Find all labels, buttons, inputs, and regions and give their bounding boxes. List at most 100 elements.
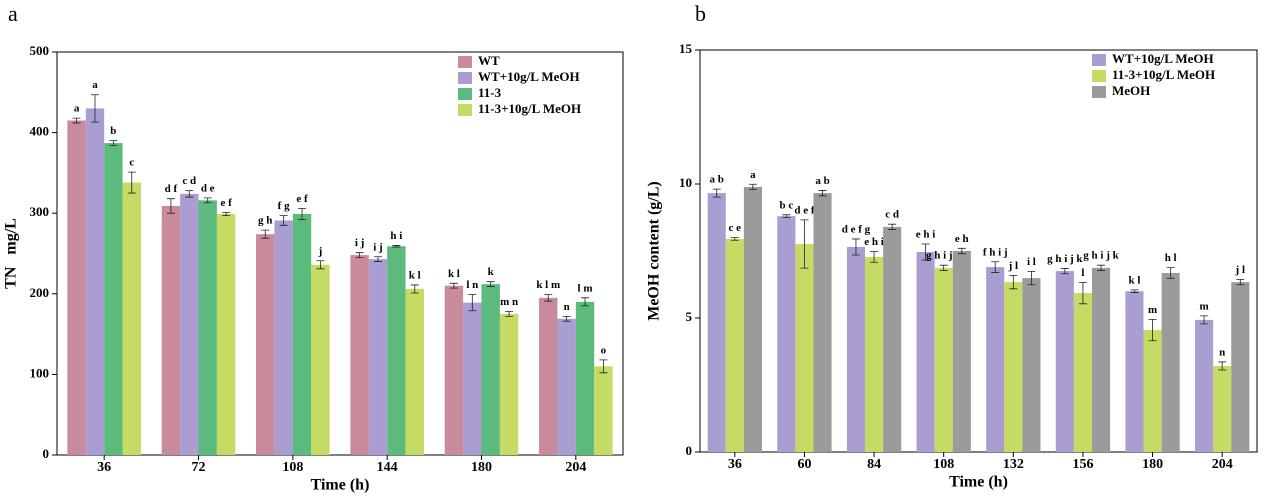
error-bar [1130,289,1139,293]
x-tick-label: 132 [1003,457,1024,472]
error-bar [818,190,827,197]
error-bar [185,190,194,198]
bar [539,297,558,455]
x-tick-label: 204 [565,460,586,475]
significance-label: d e [201,182,215,194]
legend-label: 11-3+10g/L MeOH [1112,67,1215,82]
error-bar [870,251,879,263]
error-bar [203,197,212,204]
error-bar [599,359,608,374]
legend-swatch [458,88,472,100]
error-bar [373,256,382,262]
bar [934,267,953,452]
error-bar [1027,270,1036,286]
error-bar [1166,267,1175,279]
legend-label: MeOH [1112,83,1150,98]
x-tick-label: 36 [728,457,742,472]
x-axis-label: Time (h) [949,474,1008,491]
bar [986,267,1005,452]
significance-label: k l [448,268,460,280]
significance-label: e f [220,197,232,209]
bar [67,120,86,455]
bar [1125,291,1144,452]
significance-label: k [488,266,495,278]
x-tick-label: 108 [282,460,303,475]
error-bar [298,207,307,221]
error-bar [410,284,419,294]
significance-label: i j [355,237,364,249]
bar [256,234,275,455]
significance-label: e h i [916,229,936,241]
bar [481,284,500,455]
bar [368,259,388,455]
significance-label: b c [779,199,793,211]
significance-label: b [110,125,116,137]
significance-label: c d [182,175,196,187]
significance-label: h i [390,230,402,242]
significance-label: h l [1165,252,1177,264]
bar [104,143,123,455]
error-bar [166,198,175,214]
significance-label: e h i [864,236,884,248]
legend-swatch [1092,70,1106,82]
significance-label: j l [1008,260,1018,272]
error-bar [222,211,231,217]
bar [883,226,902,452]
bar [444,285,464,455]
bar [865,256,884,452]
x-tick-label: 144 [377,460,398,475]
bar [557,318,576,455]
bar [575,301,595,455]
bar [1055,271,1074,452]
error-bar [1200,315,1209,325]
significance-label: i l [1027,256,1036,268]
bar [725,238,744,452]
panel-label: a [8,1,18,26]
bar [499,313,519,455]
x-tick-label: 180 [471,460,492,475]
legend-label: WT+10g/L MeOH [1112,51,1214,66]
x-tick-label: 72 [192,460,206,475]
x-axis-label: Time (h) [311,477,370,494]
y-tick-label: 5 [686,309,693,324]
x-tick-label: 180 [1142,457,1163,472]
error-bar [888,223,897,230]
y-tick-label: 400 [30,124,50,139]
bar [387,246,406,455]
bar [1022,278,1041,452]
error-bar [279,215,288,226]
error-bar [72,117,81,124]
error-bar [1218,361,1227,371]
error-bar [355,252,364,258]
significance-label: o [601,344,607,356]
significance-label: k l [1128,274,1140,286]
error-bar [991,261,1000,273]
error-bar [800,219,809,269]
bar [463,302,482,455]
error-bar [851,238,860,256]
legend-swatch [1092,54,1106,66]
error-bar [939,264,948,271]
significance-label: g h i j k [1083,250,1119,262]
legend-label: WT [478,53,500,68]
significance-label: a b [815,175,829,187]
error-bar [1078,281,1087,305]
significance-label: k l m [536,279,560,291]
significance-label: e f [296,193,308,205]
legend-swatch [1092,86,1106,98]
bar [1004,282,1023,452]
bar [1073,293,1092,452]
bar [1091,267,1111,452]
x-tick-label: 204 [1212,457,1233,472]
significance-label: a b [710,174,724,186]
panel-label: b [695,1,706,26]
plot-frame [56,51,624,456]
bar [952,251,971,452]
bar [594,366,613,455]
significance-label: d e f g [842,223,871,235]
error-bar [1236,279,1245,286]
significance-label: l n [466,279,478,291]
significance-label: f g [278,200,290,212]
bar [846,246,866,452]
